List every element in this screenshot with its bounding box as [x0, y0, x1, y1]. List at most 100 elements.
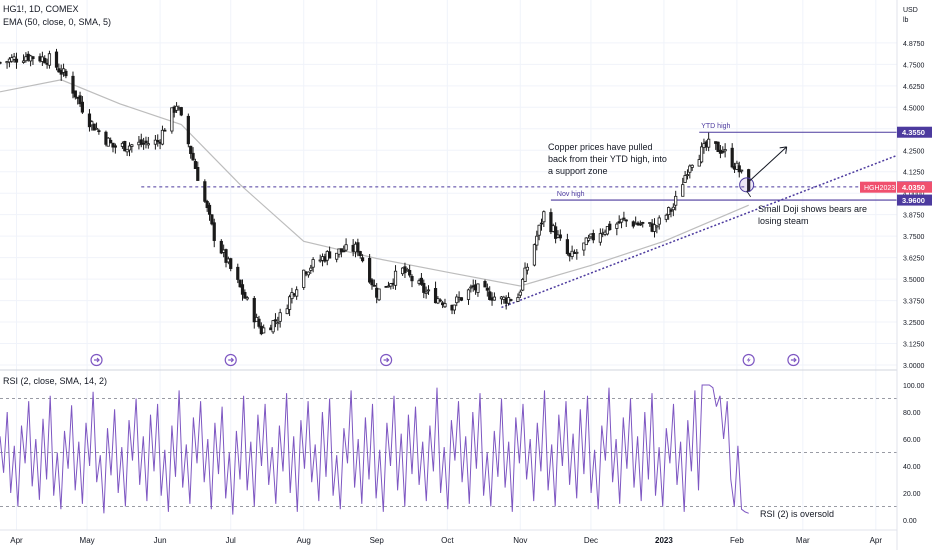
candle[interactable]: [485, 283, 489, 297]
candle[interactable]: [47, 50, 52, 69]
candle[interactable]: [193, 158, 198, 169]
candle[interactable]: [229, 257, 233, 272]
ema-legend[interactable]: EMA (50, close, 0, SMA, 5): [3, 17, 112, 27]
candle[interactable]: [64, 69, 68, 79]
candle[interactable]: [622, 211, 626, 221]
candle[interactable]: [61, 63, 66, 77]
candle[interactable]: [707, 132, 711, 152]
horizontal-levels[interactable]: [141, 131, 898, 309]
candle[interactable]: [287, 294, 292, 316]
candle[interactable]: [356, 238, 360, 257]
candle[interactable]: [433, 281, 438, 304]
candle[interactable]: [619, 218, 624, 229]
candle[interactable]: [372, 279, 376, 287]
candle[interactable]: [671, 203, 675, 217]
candle[interactable]: [12, 52, 16, 63]
candle[interactable]: [539, 218, 544, 231]
candle[interactable]: [210, 214, 214, 226]
candle[interactable]: [14, 52, 19, 69]
event-markers[interactable]: [90, 353, 800, 367]
candle[interactable]: [170, 107, 174, 134]
candle[interactable]: [186, 113, 190, 148]
candle[interactable]: [139, 133, 143, 148]
arrow-right-circle-icon[interactable]: [224, 353, 237, 367]
candle[interactable]: [358, 250, 362, 259]
candle[interactable]: [575, 249, 579, 260]
candle[interactable]: [309, 264, 313, 274]
rsi-line[interactable]: [0, 384, 749, 515]
candle[interactable]: [476, 283, 480, 297]
candle[interactable]: [459, 297, 464, 302]
candle[interactable]: [207, 202, 212, 221]
trendline[interactable]: [501, 154, 898, 309]
candle[interactable]: [516, 293, 520, 302]
candle[interactable]: [73, 90, 77, 100]
candle[interactable]: [238, 279, 242, 288]
rsi-legend[interactable]: RSI (2, close, SMA, 14, 2): [3, 376, 108, 386]
candle[interactable]: [370, 278, 374, 290]
arrow-right-circle-icon[interactable]: [380, 353, 393, 367]
candle[interactable]: [339, 248, 343, 258]
candle[interactable]: [219, 239, 223, 255]
candle[interactable]: [424, 286, 428, 299]
candle[interactable]: [452, 304, 456, 315]
candle[interactable]: [518, 289, 522, 298]
candle[interactable]: [160, 125, 165, 146]
candle[interactable]: [537, 224, 541, 241]
candle[interactable]: [591, 229, 595, 244]
candle[interactable]: [71, 71, 75, 99]
candle[interactable]: [509, 298, 513, 302]
candle[interactable]: [111, 142, 115, 153]
candle[interactable]: [271, 320, 275, 334]
candle[interactable]: [584, 237, 588, 246]
candle[interactable]: [285, 304, 289, 315]
arrow-right-circle-icon[interactable]: [90, 353, 103, 367]
price-badge[interactable]: 4.0350: [897, 181, 932, 193]
candle[interactable]: [483, 279, 487, 288]
candle[interactable]: [535, 230, 539, 251]
candle[interactable]: [652, 218, 657, 238]
candle[interactable]: [0, 61, 2, 65]
candle[interactable]: [146, 136, 150, 149]
candle[interactable]: [410, 274, 414, 288]
candle[interactable]: [295, 286, 299, 300]
candle[interactable]: [368, 254, 372, 284]
candle[interactable]: [90, 120, 94, 131]
candle[interactable]: [598, 228, 602, 246]
candle[interactable]: [163, 128, 167, 132]
candle[interactable]: [521, 277, 525, 292]
candle[interactable]: [655, 225, 659, 234]
candlestick-series[interactable]: [0, 48, 751, 336]
candle[interactable]: [189, 145, 193, 159]
candle[interactable]: [443, 298, 447, 308]
candle[interactable]: [558, 229, 562, 241]
candle[interactable]: [586, 234, 591, 243]
candle[interactable]: [224, 248, 228, 268]
candle[interactable]: [290, 287, 294, 304]
candle[interactable]: [469, 284, 473, 293]
candle[interactable]: [393, 265, 398, 290]
candle[interactable]: [80, 96, 85, 114]
candle[interactable]: [127, 142, 132, 157]
candle[interactable]: [92, 123, 96, 131]
ticker-badge[interactable]: [860, 181, 896, 193]
candle[interactable]: [582, 242, 586, 256]
candle[interactable]: [624, 219, 628, 227]
candle[interactable]: [31, 56, 35, 65]
candle[interactable]: [542, 210, 546, 227]
candle[interactable]: [240, 279, 245, 301]
candle[interactable]: [683, 171, 687, 183]
candle[interactable]: [549, 208, 553, 235]
candle[interactable]: [699, 142, 704, 164]
candle[interactable]: [697, 154, 701, 167]
candle[interactable]: [130, 143, 134, 153]
candle[interactable]: [466, 288, 471, 305]
candle[interactable]: [54, 48, 59, 71]
candle[interactable]: [342, 245, 346, 253]
candle[interactable]: [737, 161, 741, 178]
candle[interactable]: [648, 222, 652, 227]
candle[interactable]: [669, 208, 673, 218]
candle[interactable]: [638, 220, 642, 226]
candle[interactable]: [212, 218, 216, 248]
